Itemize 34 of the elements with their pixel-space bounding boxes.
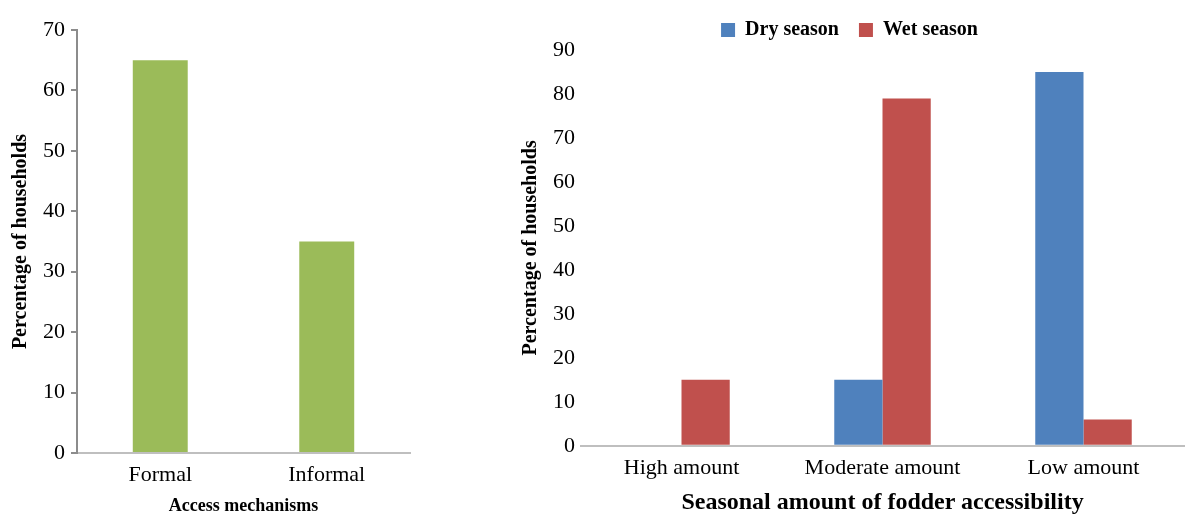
y-tick-label: 70 bbox=[553, 123, 575, 149]
y-tick-label: 50 bbox=[553, 211, 575, 237]
x-tick-label: Low amount bbox=[1027, 453, 1140, 479]
y-axis-title: Percentage of households bbox=[518, 140, 542, 356]
x-tick-label: Formal bbox=[128, 460, 193, 486]
x-tick-label: Moderate amount bbox=[804, 453, 961, 479]
bar bbox=[1083, 419, 1132, 445]
x-axis-title: Seasonal amount of fodder accessibility bbox=[681, 487, 1084, 514]
y-tick-label: 0 bbox=[54, 438, 65, 464]
y-tick-label: 60 bbox=[553, 167, 575, 193]
y-axis-title: Percentage of households bbox=[8, 133, 32, 350]
y-tick-label: 30 bbox=[553, 299, 575, 325]
y-tick-label: 30 bbox=[43, 257, 65, 283]
bar bbox=[1035, 71, 1084, 445]
y-tick-label: 10 bbox=[553, 387, 575, 413]
y-tick-label: 10 bbox=[43, 378, 65, 404]
bar bbox=[681, 379, 730, 445]
y-tick-label: 40 bbox=[43, 197, 65, 223]
bar bbox=[834, 379, 883, 445]
y-tick-label: 60 bbox=[43, 76, 65, 102]
y-tick-label: 80 bbox=[553, 79, 575, 105]
x-tick-label: High amount bbox=[623, 453, 740, 479]
y-tick-label: 70 bbox=[43, 15, 65, 41]
y-tick-label: 20 bbox=[43, 317, 65, 343]
legend-label: Wet season bbox=[882, 17, 978, 40]
y-tick-label: 50 bbox=[43, 136, 65, 162]
x-tick-label: Informal bbox=[288, 460, 366, 486]
legend-label: Dry season bbox=[745, 17, 839, 41]
y-tick-label: 0 bbox=[564, 431, 575, 457]
y-tick-label: 40 bbox=[553, 255, 575, 281]
y-tick-label: 90 bbox=[553, 35, 575, 61]
bar bbox=[882, 98, 931, 445]
y-tick-label: 20 bbox=[553, 343, 575, 369]
x-axis-title: Access mechanisms bbox=[168, 494, 319, 515]
